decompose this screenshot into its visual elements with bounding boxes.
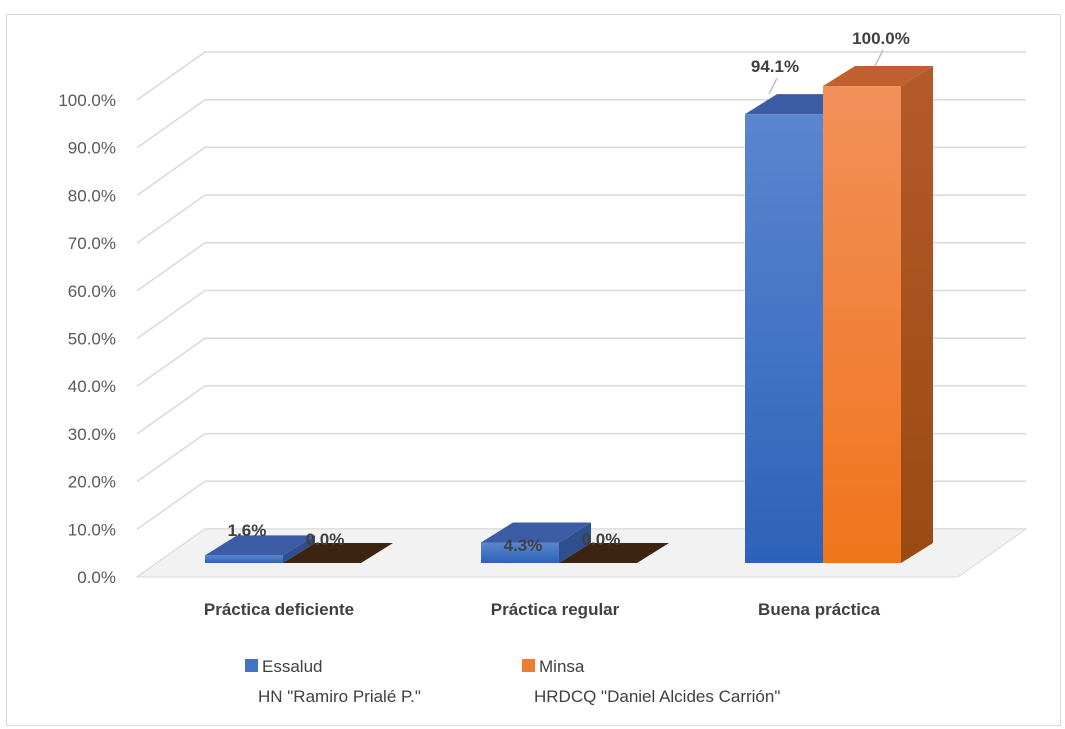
y-tick-label: 30.0% — [68, 425, 116, 444]
data-label: 4.3% — [504, 536, 543, 555]
y-tick-label: 40.0% — [68, 377, 116, 396]
bar — [559, 543, 669, 563]
data-label: 94.1% — [751, 57, 799, 76]
gridline — [136, 98, 1026, 149]
bar-front — [205, 555, 283, 563]
data-label: 0.0% — [306, 530, 345, 549]
y-tick-label: 20.0% — [68, 473, 116, 492]
y-tick-label: 90.0% — [68, 139, 116, 158]
gridline — [136, 51, 1026, 101]
bar — [205, 535, 315, 563]
data-labels: 1.6% 0.0% 4.3% 0.0% 94.1% 100.0% — [228, 29, 910, 555]
bar-side — [901, 66, 933, 563]
bar — [481, 522, 591, 563]
legend-swatch-essalud — [245, 659, 258, 672]
leader-line — [768, 77, 778, 95]
bar-top — [283, 543, 393, 563]
data-label: 1.6% — [228, 521, 267, 540]
bar-front — [745, 114, 823, 563]
data-label: 0.0% — [582, 530, 621, 549]
bar-front — [823, 86, 901, 563]
leader-line — [874, 49, 884, 67]
y-tick-label: 0.0% — [77, 568, 116, 587]
y-tick-label: 100.0% — [58, 91, 116, 110]
category-label: Buena práctica — [758, 600, 880, 619]
bar-top — [559, 543, 669, 563]
bar-top — [823, 66, 933, 86]
y-tick-label: 60.0% — [68, 282, 116, 301]
legend-label-essalud: Essalud — [262, 657, 322, 676]
legend: Essalud HN "Ramiro Prialé P." Minsa HRDC… — [245, 657, 780, 706]
bar — [823, 66, 933, 563]
legend-label-minsa: Minsa — [539, 657, 585, 676]
bars — [205, 66, 933, 563]
y-tick-label: 70.0% — [68, 234, 116, 253]
bar-top — [205, 535, 315, 556]
bar — [283, 543, 393, 563]
bar-top — [481, 522, 591, 543]
legend-swatch-minsa — [522, 659, 535, 672]
data-label: 100.0% — [852, 29, 910, 48]
category-label: Práctica deficiente — [204, 600, 354, 619]
y-axis-ticks: 0.0% 10.0% 20.0% 30.0% 40.0% 50.0% 60.0% 70.0% 8… — [58, 91, 116, 587]
legend-sublabel-essalud: HN "Ramiro Prialé P." — [258, 687, 421, 706]
legend-sublabel-minsa: HRDCQ "Daniel Alcides Carrión" — [534, 687, 780, 706]
y-tick-label: 50.0% — [68, 330, 116, 349]
category-label: Práctica regular — [491, 600, 620, 619]
bar-side — [283, 535, 315, 563]
bar-side — [559, 522, 591, 563]
y-tick-label: 80.0% — [68, 186, 116, 205]
bar-front — [481, 542, 559, 563]
category-labels: Práctica deficiente Práctica regular Buena… — [204, 600, 881, 619]
y-tick-label: 10.0% — [68, 520, 116, 539]
